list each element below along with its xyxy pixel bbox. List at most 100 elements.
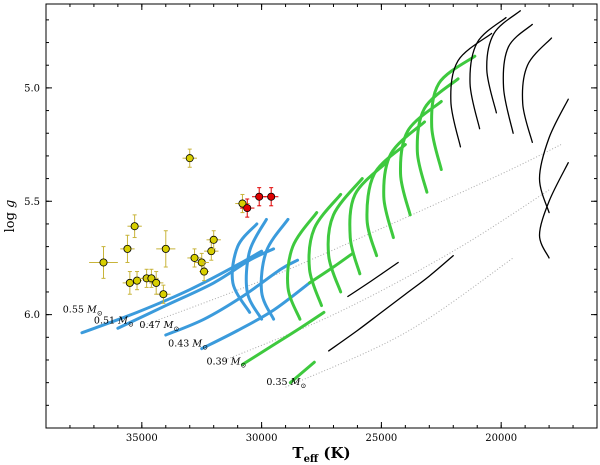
track-loops — [230, 10, 569, 321]
track-loop-3 — [286, 211, 319, 321]
mass-value: 0.51 — [94, 316, 118, 327]
yellow-star-1 — [89, 246, 118, 279]
x-axis-title-sub: eff — [304, 454, 319, 465]
track-loop-4 — [307, 192, 343, 308]
yellow-star-3 — [127, 214, 142, 239]
y-tick-label-5: 5.0 — [24, 83, 40, 94]
track-loop-11 — [430, 54, 477, 172]
track-loop-8 — [382, 120, 427, 240]
y-axis-title-main: log — [3, 208, 18, 232]
mass-unit-sub: ⊙ — [128, 321, 134, 329]
track-loop-16 — [521, 37, 553, 143]
mass-value: 0.39 — [207, 357, 231, 368]
x-tick-label-20000: 20000 — [485, 433, 517, 444]
dotted-isochrones — [141, 144, 562, 388]
mass-value: 0.35 — [266, 377, 290, 388]
evolutionary-tracks — [80, 247, 454, 385]
yellow-star-11 — [187, 248, 202, 268]
star-marker — [147, 274, 156, 283]
y-tick-label-5.5: 5.5 — [24, 197, 40, 208]
track-loop-1 — [244, 217, 268, 321]
yellow-star-10 — [156, 284, 171, 304]
mass-label-0.51: 0.51 M⊙ — [94, 316, 134, 329]
mass-unit-sub: ⊙ — [173, 325, 179, 333]
mass-label-0.47: 0.47 M⊙ — [139, 320, 179, 333]
star-marker — [238, 199, 247, 208]
isochrone-2 — [285, 257, 514, 388]
track-loop-17 — [538, 98, 569, 214]
track-0.43-4 — [308, 251, 355, 285]
star-marker — [200, 267, 209, 276]
track-loop-12 — [450, 32, 493, 148]
star-marker — [125, 278, 134, 287]
track-loop-5 — [326, 177, 364, 294]
red-star-2 — [264, 187, 279, 207]
x-tick-label-35000: 35000 — [126, 433, 158, 444]
mass-label-0.35: 0.35 M⊙ — [266, 377, 306, 390]
star-marker — [255, 192, 264, 201]
yellow-star-2 — [120, 234, 135, 263]
y-tick-label-6: 6.0 — [24, 310, 40, 321]
track-0.35-7 — [288, 360, 316, 385]
yellow-star-12 — [194, 252, 209, 273]
mass-unit: M — [230, 357, 241, 368]
star-marker — [133, 276, 142, 285]
x-tick-label-30000: 30000 — [246, 433, 278, 444]
mass-value: 0.47 — [139, 320, 163, 331]
track-0.43-3 — [200, 281, 312, 351]
yellow-star-6 — [132, 271, 142, 291]
red-star-0 — [240, 198, 255, 218]
track-loop-13 — [469, 16, 507, 130]
star-marker — [243, 204, 252, 213]
mass-unit-sub: ⊙ — [97, 309, 103, 317]
track-0.39-6 — [347, 261, 399, 298]
star-marker — [185, 154, 194, 163]
track-loop-2 — [259, 217, 290, 321]
yellow-star-9 — [149, 271, 164, 295]
x-axis-title-main: T — [292, 444, 304, 462]
track-loop-9 — [398, 99, 443, 217]
star-marker — [152, 278, 161, 287]
mass-label-0.55: 0.55 M⊙ — [63, 304, 103, 317]
track-loop-10 — [415, 77, 460, 194]
star-marker — [123, 244, 132, 253]
track-0.51-1 — [116, 247, 276, 330]
mass-unit: M — [86, 304, 97, 315]
star-marker — [190, 253, 199, 262]
yellow-star-15 — [206, 230, 221, 250]
isochrone-1 — [213, 189, 550, 365]
y-axis-title: log g — [3, 200, 18, 233]
plot-frame — [45, 3, 598, 429]
y-axis-title-var: g — [3, 200, 18, 208]
track-loop-18 — [538, 162, 569, 259]
mass-labels: 0.55 M⊙0.51 M⊙ 0.47 M⊙0.43 M⊙0.39 M⊙0.35 … — [63, 304, 307, 390]
yellow-star-4 — [156, 230, 176, 268]
yellow-star-14 — [204, 241, 219, 261]
mass-unit-sub: ⊙ — [240, 362, 246, 370]
observed-stars — [89, 148, 279, 304]
star-marker — [99, 258, 108, 267]
yellow-star-0 — [182, 148, 197, 168]
mass-value: 0.55 — [63, 304, 87, 315]
mass-value: 0.43 — [168, 338, 192, 349]
mass-unit: M — [191, 338, 202, 349]
star-marker — [209, 235, 218, 244]
star-marker — [159, 290, 168, 299]
mass-unit: M — [163, 320, 174, 331]
star-marker — [267, 192, 276, 201]
track-loop-14 — [486, 10, 521, 114]
track-loop-15 — [502, 23, 533, 134]
yellow-star-5 — [122, 271, 138, 295]
mass-unit: M — [290, 377, 301, 388]
star-marker — [130, 222, 139, 231]
track-0.35-8 — [328, 255, 454, 352]
isochrone-0 — [141, 144, 562, 327]
axis-ticks: 35000 30000 25000 20000 5.0 5.5 6.0 — [24, 4, 598, 444]
track-0.39-5 — [240, 310, 326, 367]
mass-unit: M — [117, 316, 128, 327]
x-axis-title-unit: (K) — [318, 444, 350, 462]
mass-unit-sub: ⊙ — [300, 382, 306, 390]
mass-label-0.39: 0.39 M⊙ — [207, 357, 247, 370]
mass-unit-sub: ⊙ — [202, 343, 208, 351]
